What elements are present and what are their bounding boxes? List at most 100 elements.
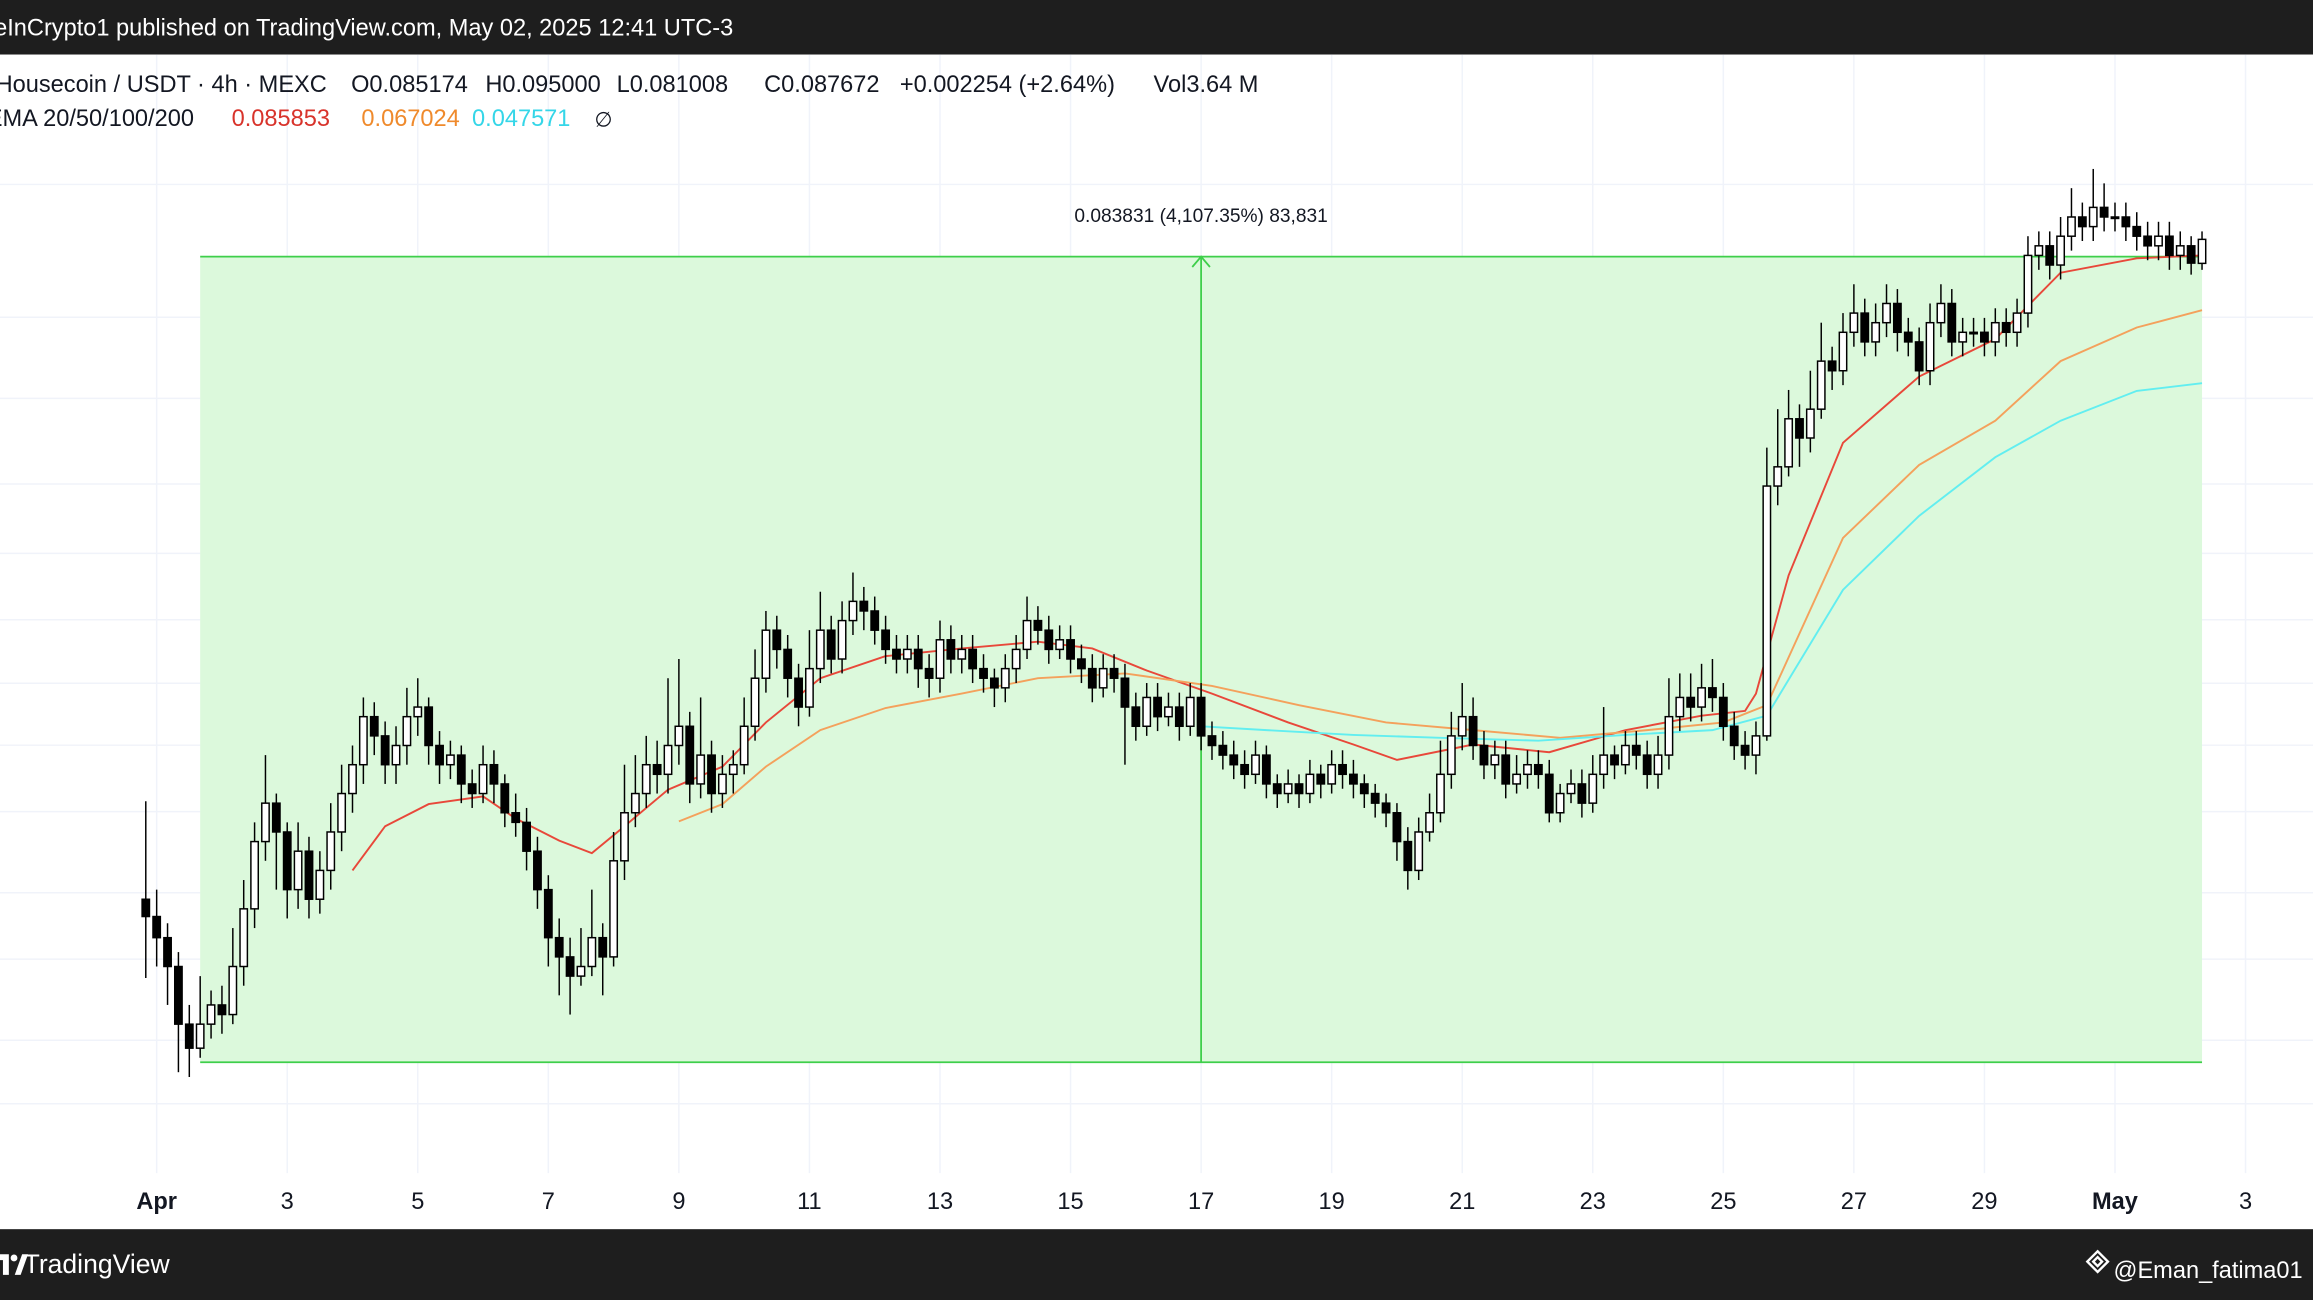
author-icon (2085, 1249, 2110, 1274)
candle-body (445, 754, 455, 766)
candle-body (630, 792, 640, 814)
brand-logo (0, 1254, 29, 1275)
candle-body (1479, 744, 1489, 766)
candle-body (456, 754, 466, 785)
candle-body (772, 629, 782, 651)
candle-body (1533, 763, 1543, 776)
candle-body (1925, 321, 1935, 372)
candle-body (707, 754, 716, 795)
x-tick-label: 23 (1580, 1189, 1606, 1215)
x-tick-label: May (2092, 1189, 2138, 1215)
candle-body (1969, 331, 1978, 335)
candle-body (2023, 254, 2033, 314)
x-tick-label: 9 (672, 1189, 685, 1215)
top-bar (0, 0, 2313, 55)
measure-arrow-head (1191, 255, 1211, 268)
candle-body (1729, 725, 1739, 747)
candle-body (1544, 773, 1554, 814)
indicator-value: 0.085853 (232, 106, 330, 132)
candle-body (1087, 667, 1097, 689)
candle-body (1773, 466, 1783, 487)
candle-body (979, 667, 988, 679)
x-tick-label: Apr (136, 1189, 177, 1215)
candle-body (1392, 812, 1402, 843)
indicator-value: 0.067024 (361, 106, 459, 132)
candle-body (1240, 763, 1250, 776)
candle-body (1414, 831, 1424, 872)
candle-body (1718, 696, 1728, 728)
x-tick-label: 25 (1710, 1189, 1736, 1215)
x-tick-label: 11 (797, 1189, 821, 1215)
candle-body (2154, 235, 2163, 247)
x-axis: Apr 3 5 7 9 11 13 15 17 19 21 23 25 27 29 May 3 (136, 1189, 2252, 1215)
candle-body (1990, 321, 2000, 343)
candle-body (1446, 735, 1456, 776)
quote-value: L0.081008 (617, 72, 729, 98)
candle-body (1936, 302, 1946, 324)
candle-body (1675, 696, 1685, 718)
candle-body (228, 965, 238, 1016)
candle-body (554, 936, 564, 958)
quote-value: C0.087672 (764, 72, 879, 98)
candle-body (435, 744, 444, 766)
candle-body (957, 648, 967, 660)
candle-body (1642, 754, 1652, 776)
candle-body (1599, 754, 1609, 776)
candle-body (881, 629, 891, 651)
candle-body (195, 1023, 205, 1049)
candle-body (184, 1023, 194, 1049)
x-tick-label: 7 (542, 1189, 555, 1215)
candle-body (2164, 235, 2174, 257)
candle-body (924, 667, 934, 679)
candle-body (848, 600, 858, 622)
candle-body (2186, 245, 2196, 264)
candle-body (1882, 302, 1891, 324)
candle-body (1914, 341, 1924, 372)
candle-body (1827, 360, 1837, 372)
candle-body (1033, 619, 1043, 631)
candle-body (2067, 216, 2076, 237)
candle-body (239, 908, 249, 968)
candle-body (1022, 619, 1032, 651)
candle-body (293, 850, 303, 891)
candle-body (946, 639, 956, 660)
candle-body (1566, 783, 1576, 795)
x-tick-label: 21 (1449, 1189, 1475, 1215)
candle-body (2012, 312, 2022, 334)
candle-body (1185, 696, 1195, 728)
candle-body (1011, 648, 1021, 670)
candle-body (1403, 840, 1413, 872)
candle-body (358, 715, 368, 766)
candle-body (1805, 408, 1815, 439)
candle-body (1457, 715, 1467, 737)
candle-body (750, 677, 760, 728)
candle-body (1849, 312, 1859, 334)
candle-body (2110, 216, 2120, 220)
candle-body (717, 773, 727, 795)
candle-body (902, 648, 912, 660)
candle-body (1523, 763, 1532, 776)
x-tick-label: 5 (411, 1189, 424, 1215)
candle-body (815, 629, 825, 670)
publish-title: eInCrypto1 published on TradingView.com,… (0, 16, 733, 42)
candle-body (968, 648, 978, 670)
symbol-label: Housecoin / USDT · 4h · MEXC (0, 72, 327, 98)
candle-body (1903, 331, 1913, 343)
candle-body (1980, 331, 1989, 343)
candle-body (2175, 245, 2185, 257)
candle-body (304, 850, 314, 900)
candle-body (1871, 321, 1881, 343)
candle-body (794, 677, 803, 708)
x-tick-label: 29 (1971, 1189, 1997, 1215)
candle-body (163, 936, 172, 968)
candle-body (1620, 744, 1630, 766)
candle-body (1261, 754, 1271, 785)
candle-body (1784, 418, 1794, 468)
candle-body (1892, 302, 1902, 334)
x-tick-label: 13 (927, 1189, 953, 1215)
candle-body (152, 915, 162, 939)
candle-body (2132, 225, 2142, 237)
x-tick-label: 3 (281, 1189, 294, 1215)
